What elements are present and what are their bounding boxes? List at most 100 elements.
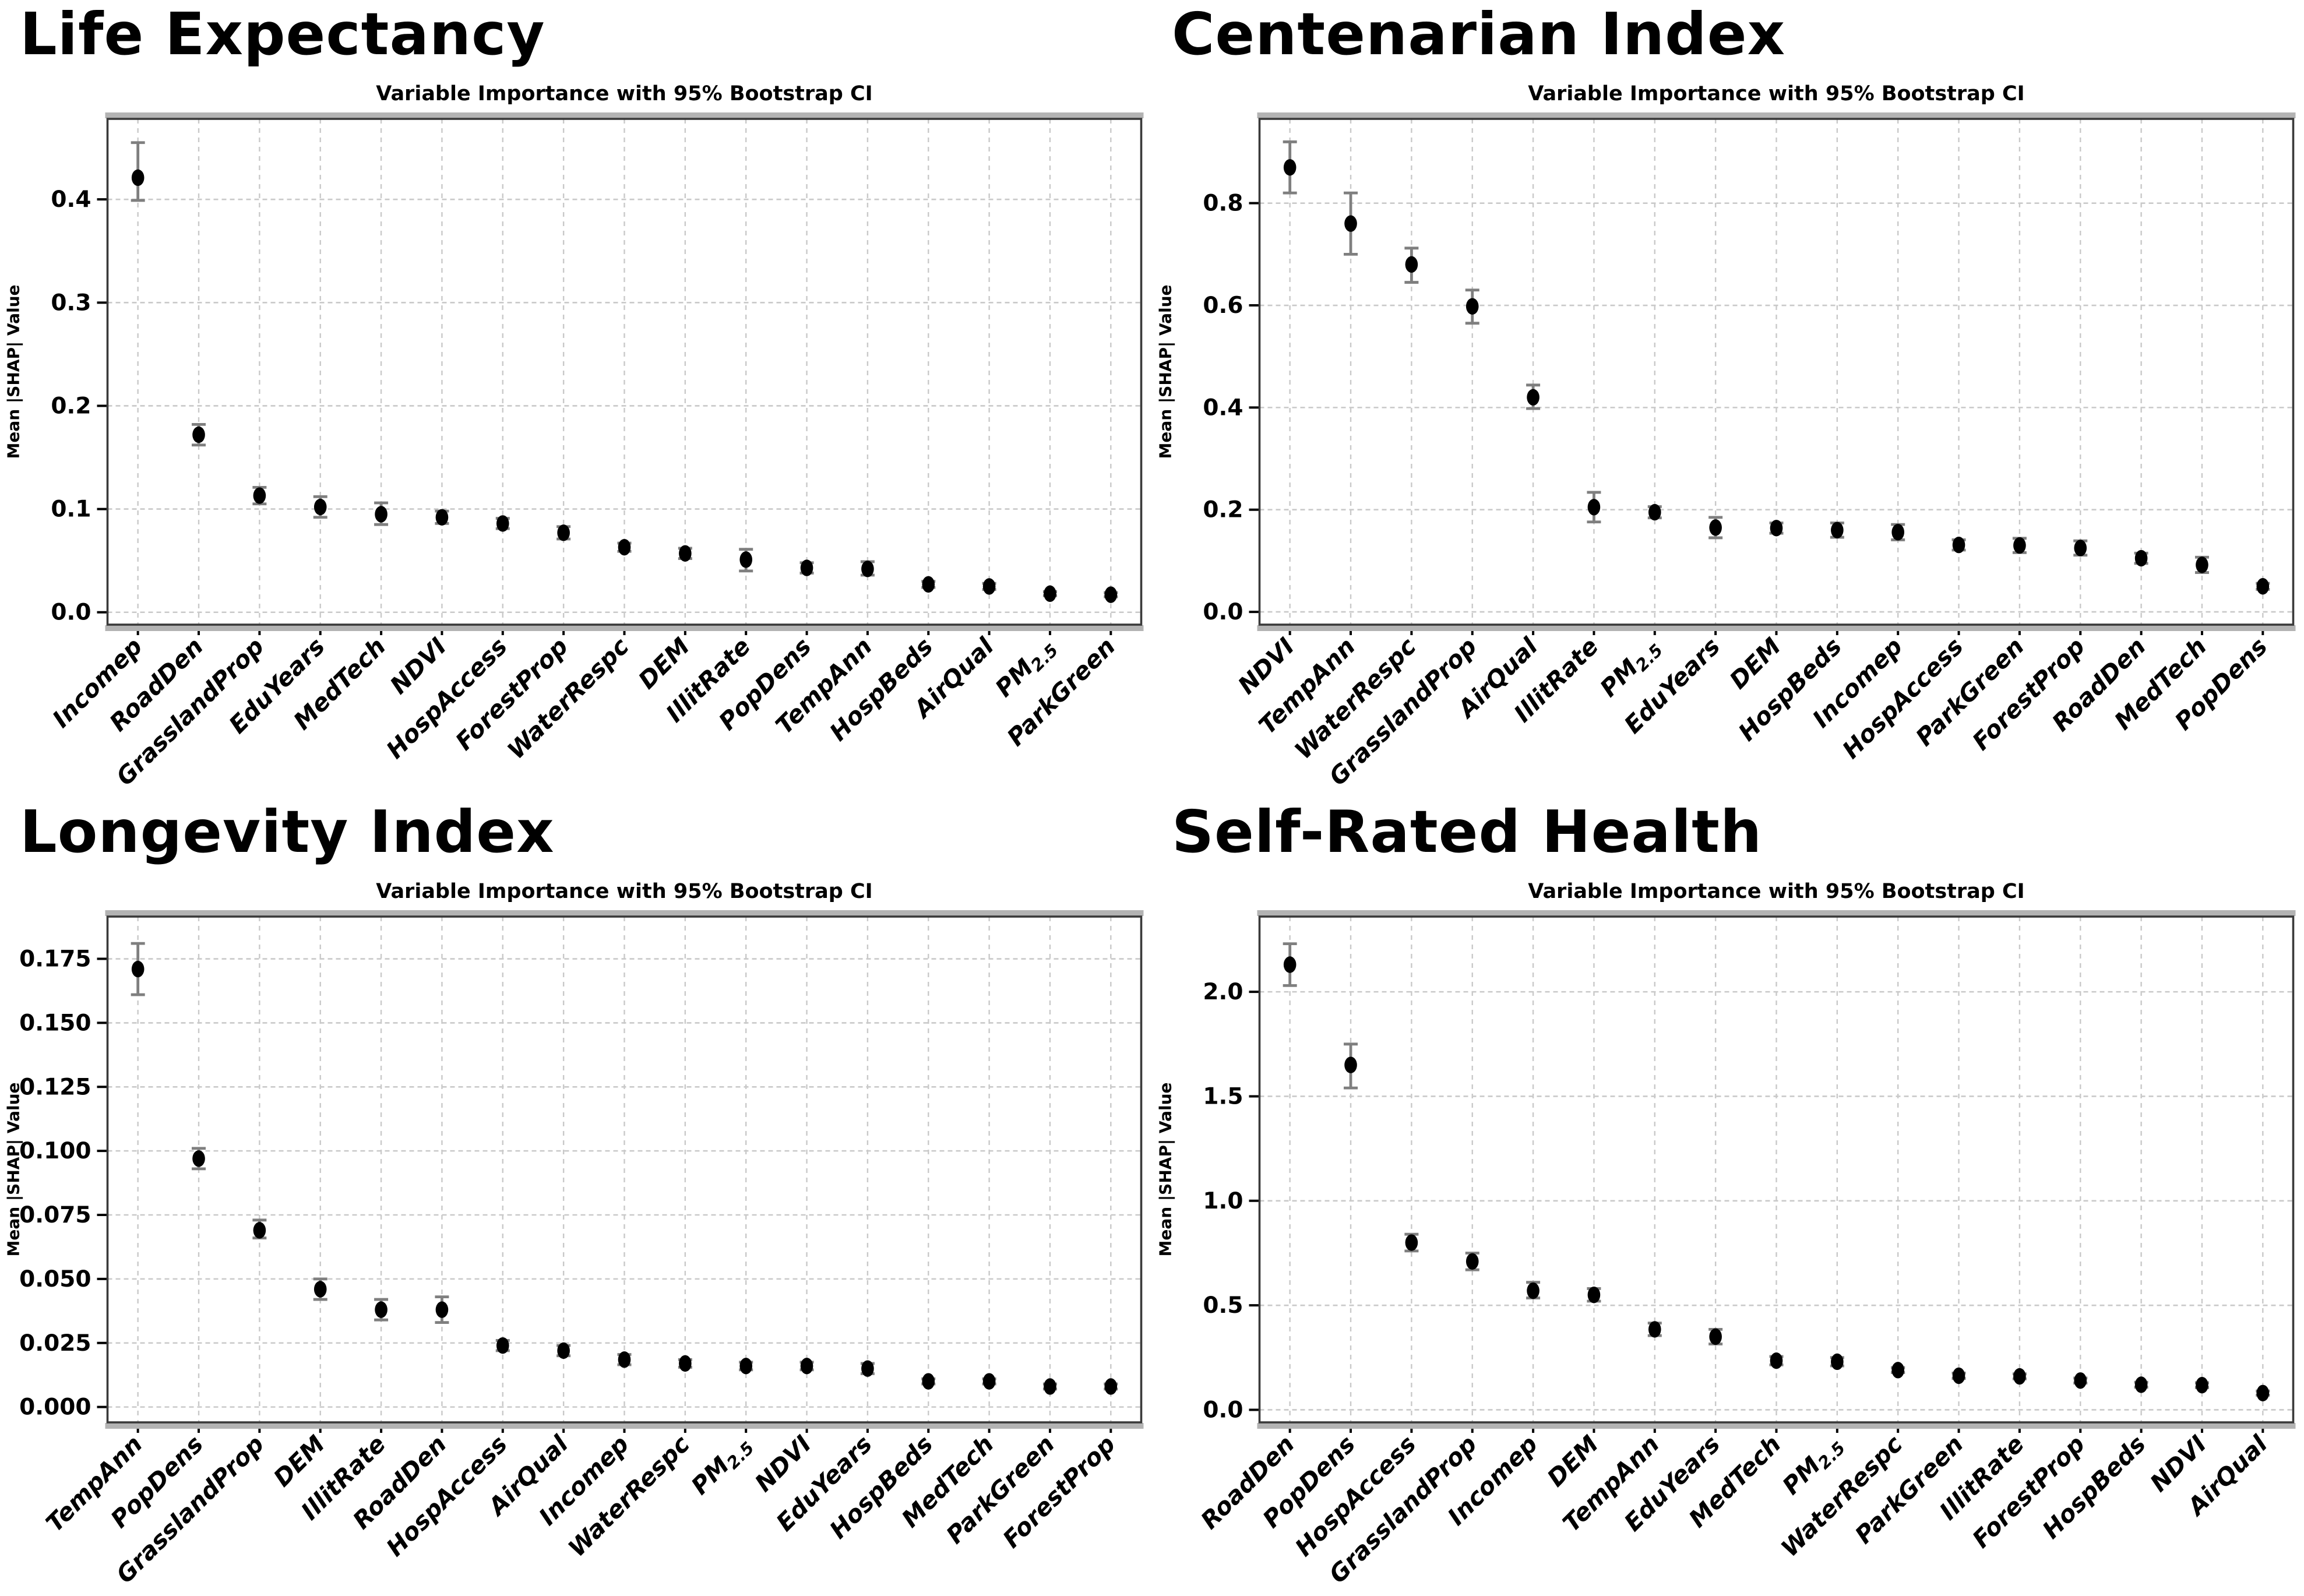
- data-point: [861, 561, 874, 577]
- section-title-longevity-index: Longevity Index: [20, 798, 555, 866]
- chart-longevity-index: 0.000 0.025 0.050 0.075 0.100 0.125 0.150 0.175…: [4, 880, 1144, 1586]
- data-point: [1044, 1378, 1056, 1395]
- panel-life-expectancy: Life Expectancy 0.0 0.1 0.2 0.3 0.4 Incomep Ro…: [0, 0, 1152, 798]
- y-tick-label: 0.2: [1203, 497, 1243, 523]
- x-tick-label: PM2.5: [686, 1430, 758, 1502]
- data-point: [1465, 1253, 1479, 1270]
- y-tick-label: 0.8: [1203, 191, 1243, 217]
- data-point: [557, 1342, 570, 1359]
- data-point: [1891, 524, 1905, 541]
- data-point: [2196, 556, 2208, 573]
- y-tick-label: 0.5: [1203, 1292, 1243, 1319]
- data-point: [1648, 1321, 1661, 1338]
- data-point: [861, 1360, 874, 1377]
- data-point: [253, 1222, 266, 1239]
- y-tick-label: 0.0: [1203, 599, 1243, 625]
- data-point: [253, 487, 266, 504]
- data-point: [1952, 537, 1965, 554]
- data-point: [1709, 519, 1722, 536]
- plot-border: [1258, 915, 2295, 1424]
- plot-border: [1258, 118, 2295, 626]
- data-point: [1831, 522, 1844, 538]
- panel-longevity-index: Longevity Index 0.000 0.025 0.050 0.075 0.10…: [0, 798, 1152, 1596]
- data-point: [2134, 1376, 2148, 1393]
- data-point: [192, 426, 205, 443]
- y-tick-label: 0.0: [1203, 1397, 1243, 1423]
- data-point: [800, 559, 813, 576]
- panel-centenarian-index: Centenarian Index 0.0 0.2 0.4 0.6 0.8 NDVI Tem…: [1152, 0, 2304, 798]
- data-point: [375, 1301, 387, 1318]
- y-tick-label: 0.175: [19, 946, 91, 973]
- data-point: [131, 960, 145, 978]
- y-tick-label: 0.025: [19, 1330, 91, 1357]
- y-tick-label: 0.150: [19, 1010, 91, 1036]
- y-tick-label: 0.075: [19, 1202, 91, 1228]
- chart-life-expectancy: 0.00.10.20.30.4IncomepRoadDenGrasslandPr…: [4, 82, 1144, 788]
- y-tick-label: 1.0: [1203, 1188, 1243, 1214]
- data-point: [2256, 1384, 2270, 1401]
- data-point: [375, 506, 387, 523]
- data-point: [1344, 215, 1357, 232]
- data-point: [2134, 549, 2148, 567]
- data-point: [982, 1373, 996, 1390]
- chart-title: Variable Importance with 95% Bootstrap C…: [376, 82, 872, 105]
- y-tick-label: 0.000: [19, 1394, 91, 1421]
- data-point: [1283, 159, 1297, 176]
- y-tick-label: 0.100: [19, 1138, 91, 1164]
- data-point: [1283, 956, 1297, 973]
- data-point: [1405, 256, 1418, 273]
- panel-self-rated-health: Self-Rated Health 0.0 0.5 1.0 1.5 2.0 RoadDen…: [1152, 798, 2304, 1596]
- data-point: [618, 1351, 631, 1368]
- data-point: [1344, 1056, 1357, 1073]
- x-tick-label: EduYears: [1619, 632, 1725, 739]
- y-axis-label: Mean |SHAP| Value: [4, 1083, 23, 1257]
- y-tick-label: 0.1: [51, 496, 91, 523]
- data-point: [496, 1337, 509, 1354]
- data-point: [922, 1373, 935, 1390]
- chart-title: Variable Importance with 95% Bootstrap C…: [1528, 82, 2024, 105]
- data-point: [2256, 578, 2270, 595]
- y-tick-label: 0.0: [51, 600, 91, 626]
- chart-title: Variable Importance with 95% Bootstrap C…: [1528, 880, 2024, 903]
- y-tick-label: 0.6: [1203, 293, 1243, 319]
- data-point: [557, 524, 570, 541]
- section-title-self-rated-health: Self-Rated Health: [1172, 798, 1763, 866]
- data-point: [1405, 1234, 1418, 1251]
- data-point: [1770, 1352, 1783, 1369]
- section-title-life-expectancy: Life Expectancy: [20, 0, 545, 68]
- data-point: [1465, 298, 1479, 315]
- data-point: [2196, 1376, 2208, 1394]
- chart-self-rated-health: 0.00.51.01.52.0RoadDenPopDensHospAccessG…: [1156, 880, 2296, 1586]
- chart-centenarian-index: 0.00.20.40.60.8NDVITempAnnWaterRespcGras…: [1156, 82, 2296, 788]
- data-point: [1527, 389, 1539, 406]
- data-point: [1648, 503, 1661, 521]
- data-point: [192, 1150, 205, 1167]
- data-point: [435, 1301, 449, 1318]
- data-point: [1709, 1328, 1722, 1345]
- data-point: [1527, 1282, 1539, 1299]
- y-tick-label: 0.4: [1203, 394, 1243, 421]
- data-point: [2013, 1368, 2026, 1385]
- y-tick-label: 0.050: [19, 1266, 91, 1292]
- data-point: [131, 169, 145, 186]
- y-tick-label: 0.4: [51, 186, 91, 213]
- y-tick-label: 2.0: [1203, 979, 1243, 1005]
- y-tick-label: 0.3: [51, 290, 91, 316]
- y-tick-label: 0.125: [19, 1074, 91, 1100]
- data-point: [1587, 499, 1601, 516]
- data-point: [2074, 540, 2087, 556]
- data-point: [1770, 520, 1783, 537]
- data-point: [313, 1281, 327, 1298]
- data-point: [679, 1355, 692, 1372]
- y-axis-label: Mean |SHAP| Value: [1156, 285, 1175, 459]
- y-tick-label: 0.2: [51, 393, 91, 419]
- data-point: [1044, 585, 1056, 603]
- data-point: [1891, 1362, 1905, 1379]
- data-point: [435, 509, 449, 526]
- data-point: [618, 538, 631, 556]
- data-point: [800, 1358, 813, 1375]
- data-point: [2013, 537, 2026, 554]
- data-point: [922, 576, 935, 593]
- section-title-centenarian-index: Centenarian Index: [1172, 0, 1786, 68]
